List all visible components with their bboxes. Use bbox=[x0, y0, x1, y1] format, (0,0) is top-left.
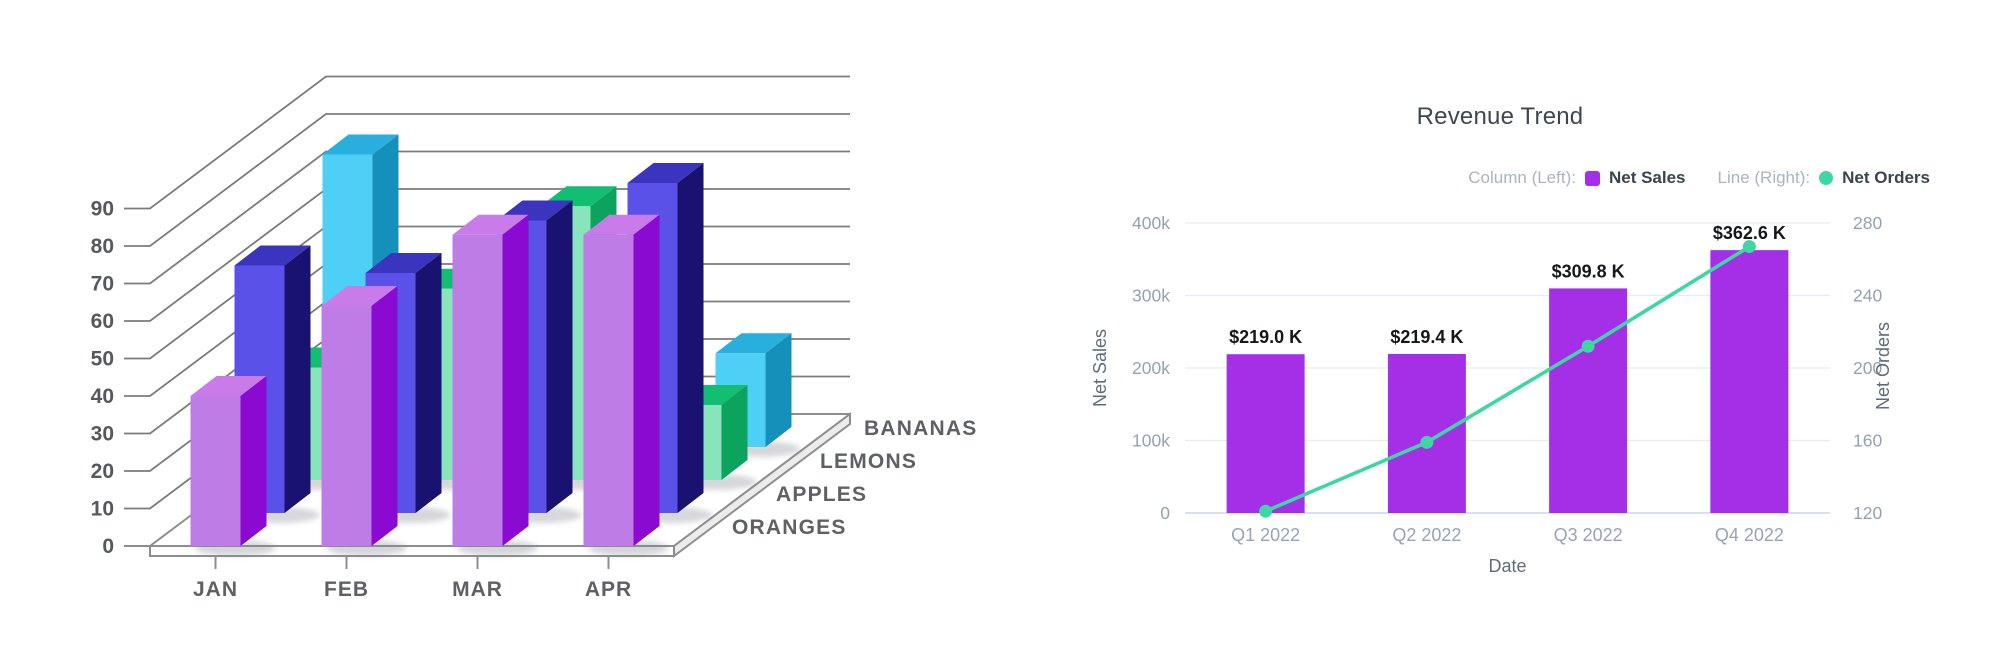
legend-label-net-sales: Net Sales bbox=[1608, 168, 1686, 187]
y-tick-label-60: 60 bbox=[91, 310, 114, 333]
right-tick-160: 160 bbox=[1853, 431, 1882, 451]
x-label-q1-2022: Q1 2022 bbox=[1231, 525, 1300, 545]
fruit-3d-bar-chart: 0 10 20 30 40 50 60 70 80 90 JAN FEB MAR APR ORANGES AP… bbox=[91, 75, 977, 601]
legend-swatch-net-orders bbox=[1819, 171, 1834, 185]
series-label-apples: APPLES bbox=[776, 483, 867, 506]
bar-top-bananas-apr bbox=[715, 333, 792, 354]
bar-label-q1-2022: $219.0 K bbox=[1229, 327, 1302, 347]
y-tick-label-30: 30 bbox=[91, 423, 114, 446]
bar-q2-2022 bbox=[1387, 353, 1466, 513]
bar-label-q4-2022: $362.6 K bbox=[1713, 223, 1786, 243]
right-tick-120: 120 bbox=[1853, 503, 1882, 523]
chart-title: Revenue Trend bbox=[1416, 103, 1584, 130]
bar-side-lemons-apr bbox=[721, 385, 748, 480]
x-label-FEB: FEB bbox=[324, 578, 369, 601]
y-tick-label-10: 10 bbox=[91, 498, 114, 521]
bar-top-oranges-apr bbox=[583, 214, 660, 235]
left-tick-0: 0 bbox=[1160, 503, 1170, 523]
y-tick-label-50: 50 bbox=[91, 348, 114, 371]
series-label-lemons: LEMONS bbox=[820, 450, 917, 473]
gridline-90 bbox=[124, 75, 850, 210]
y-tick-label-40: 40 bbox=[91, 385, 114, 408]
bar-top-oranges-feb bbox=[321, 286, 398, 306]
bar-side-oranges-jan bbox=[240, 376, 267, 546]
floor-side bbox=[673, 412, 851, 558]
x-label-q4-2022: Q4 2022 bbox=[1715, 525, 1784, 545]
legend-prefix-column: Column (Left): bbox=[1468, 168, 1576, 187]
bar-top-apples-jan bbox=[234, 245, 311, 266]
bar-side-bananas-apr bbox=[765, 333, 792, 447]
bar-side-apples-apr bbox=[677, 163, 704, 513]
series-label-oranges: ORANGES bbox=[732, 516, 847, 539]
bar-top-oranges-mar bbox=[452, 214, 529, 235]
bar-side-apples-feb bbox=[415, 253, 442, 513]
y-axis-title-left: Net Sales bbox=[1090, 329, 1110, 407]
x-label-q3-2022: Q3 2022 bbox=[1554, 525, 1623, 545]
bar-top-apples-apr bbox=[627, 163, 704, 183]
gridline-70 bbox=[124, 150, 850, 285]
bar-top-oranges-jan bbox=[190, 376, 267, 396]
y-axis-title-right: Net Orders bbox=[1873, 322, 1893, 410]
bar-q3-2022 bbox=[1549, 288, 1628, 513]
x-label-JAN: JAN bbox=[193, 578, 238, 601]
y-tick-label-0: 0 bbox=[102, 535, 114, 558]
y-tick-label-20: 20 bbox=[91, 460, 114, 483]
bar-label-q2-2022: $219.4 K bbox=[1390, 327, 1463, 347]
left-tick-400k: 400k bbox=[1132, 213, 1170, 233]
x-label-q2-2022: Q2 2022 bbox=[1392, 525, 1461, 545]
bar-side-oranges-apr bbox=[633, 214, 660, 546]
gridline-80 bbox=[124, 113, 850, 247]
right-tick-200: 200 bbox=[1853, 358, 1882, 378]
line-point-q3-2022 bbox=[1581, 339, 1595, 353]
bar-top-apples-feb bbox=[365, 253, 442, 273]
bar-q1-2022 bbox=[1226, 354, 1305, 513]
line-point-q1-2022 bbox=[1259, 504, 1273, 518]
bar-oranges-apr bbox=[583, 234, 634, 546]
legend-swatch-net-sales bbox=[1584, 170, 1600, 186]
bar-oranges-jan bbox=[190, 396, 241, 546]
x-axis-title: Date bbox=[1488, 556, 1527, 576]
revenue-trend-chart: 400k 300k 200k 100k 0 280 240 200 160 120 Net Sale… bbox=[1090, 213, 1893, 545]
right-tick-240: 240 bbox=[1853, 286, 1882, 306]
legend-label-net-orders: Net Orders bbox=[1842, 168, 1930, 187]
bar-side-apples-mar bbox=[546, 200, 573, 513]
line-point-q2-2022 bbox=[1420, 435, 1434, 449]
left-tick-300k: 300k bbox=[1132, 286, 1170, 306]
left-tick-200k: 200k bbox=[1132, 358, 1170, 378]
y-tick-label-70: 70 bbox=[91, 273, 114, 296]
bar-oranges-feb bbox=[321, 306, 372, 546]
x-label-APR: APR bbox=[585, 578, 632, 601]
series-label-bananas: BANANAS bbox=[864, 417, 977, 440]
chart-legend: Column (Left): Net Sales Line (Right): N… bbox=[1000, 168, 1930, 188]
y-tick-label-80: 80 bbox=[91, 235, 114, 258]
line-point-q4-2022 bbox=[1742, 240, 1756, 254]
bar-top-bananas-jan bbox=[322, 134, 399, 155]
legend-prefix-line: Line (Right): bbox=[1717, 168, 1811, 187]
left-tick-100k: 100k bbox=[1132, 431, 1170, 451]
bar-side-apples-jan bbox=[284, 245, 311, 513]
bar-side-oranges-feb bbox=[371, 286, 398, 546]
right-tick-280: 280 bbox=[1853, 213, 1882, 233]
x-label-MAR: MAR bbox=[452, 578, 503, 601]
bar-q4-2022 bbox=[1710, 250, 1789, 514]
bar-label-q3-2022: $309.8 K bbox=[1552, 261, 1625, 281]
y-tick-label-90: 90 bbox=[91, 198, 114, 221]
bar-oranges-mar bbox=[452, 234, 503, 546]
net-orders-line bbox=[1263, 244, 1752, 513]
bar-side-oranges-mar bbox=[502, 214, 529, 546]
